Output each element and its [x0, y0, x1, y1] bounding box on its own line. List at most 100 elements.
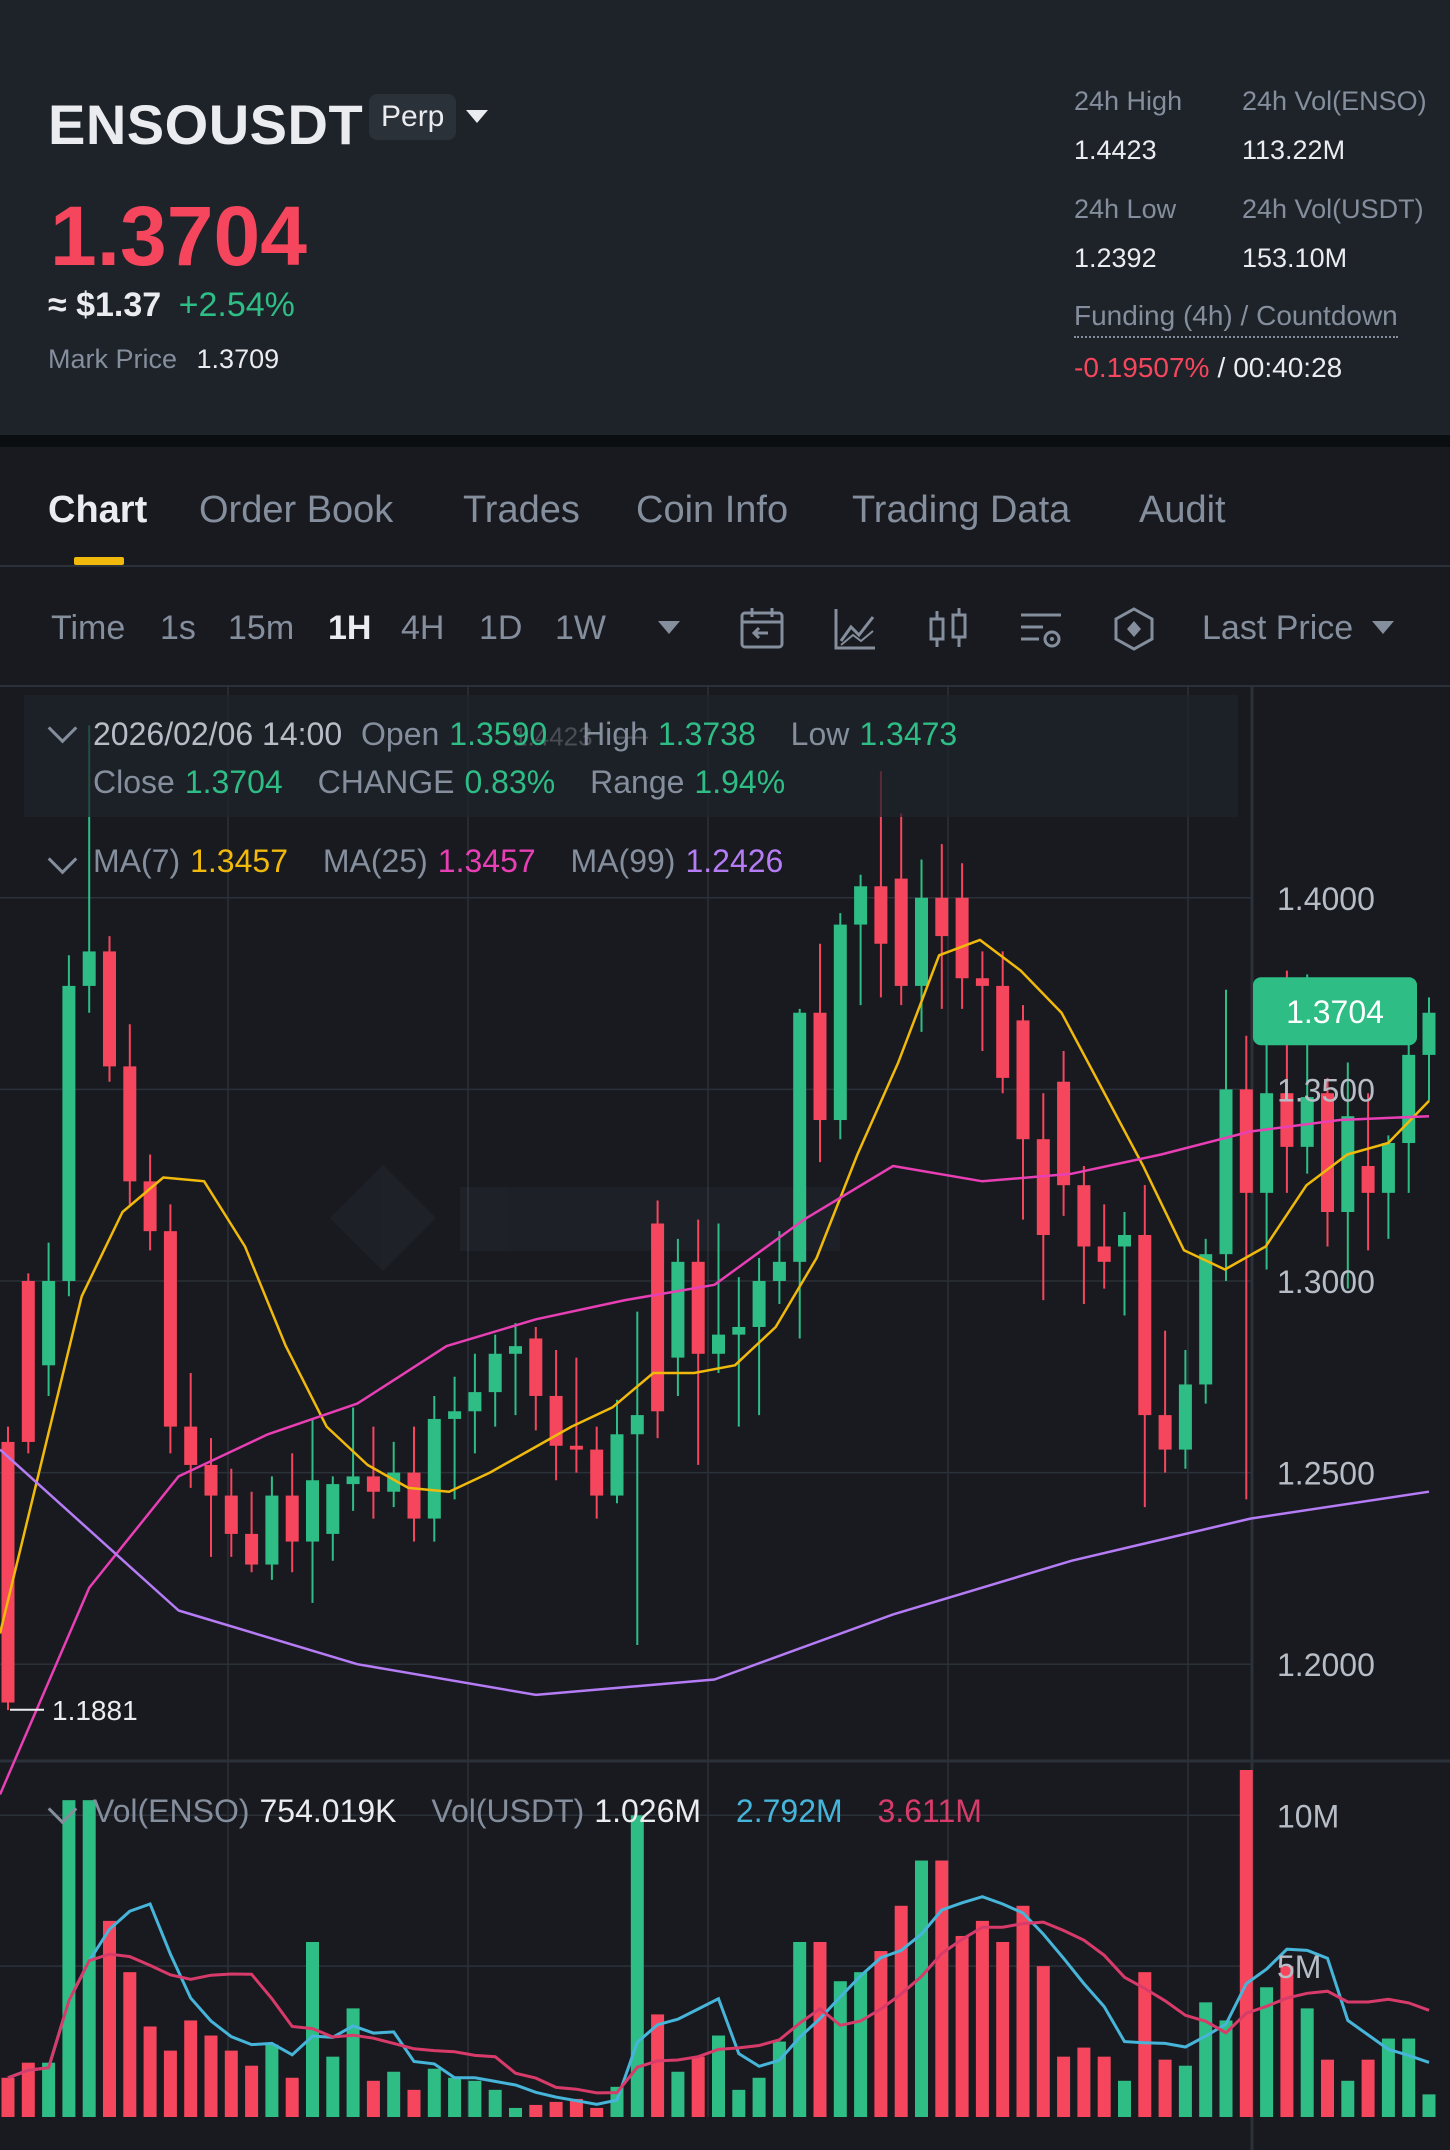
low-marker-label: 1.1881	[52, 1695, 138, 1726]
candle-body	[752, 1280, 766, 1327]
timeframe-1s[interactable]: 1s	[160, 609, 196, 647]
timeframe-1d[interactable]: 1D	[479, 609, 523, 647]
symbol-dropdown-caret-icon[interactable]	[466, 110, 488, 123]
tab-trading-data[interactable]: Trading Data	[852, 489, 1071, 531]
price-type-caret-icon[interactable]	[1372, 621, 1394, 634]
funding-countdown: 00:40:28	[1233, 352, 1343, 383]
stat-label: 24h Vol(USDT)	[1242, 194, 1424, 224]
volume-bars-layer	[1, 1770, 1436, 2117]
stat-value: 1.4423	[1074, 135, 1157, 165]
volume-bar	[387, 2071, 401, 2117]
tab-coin-info[interactable]: Coin Info	[636, 489, 789, 531]
ohlc-change: 0.83%	[464, 764, 556, 800]
calendar-icon[interactable]	[738, 605, 786, 653]
volume-ma10-line	[7, 1920, 1430, 2095]
timeframe-15m[interactable]: 15m	[228, 609, 295, 647]
vol-base-value: 754.019K	[259, 1793, 397, 1829]
funding-rate: -0.19507%	[1074, 352, 1210, 383]
indicator-icon[interactable]	[831, 605, 879, 653]
ma99-label: MA(99)	[570, 843, 676, 879]
volume-bar	[996, 1941, 1010, 2117]
tab-trades[interactable]: Trades	[463, 489, 580, 531]
more-timeframes-caret-icon[interactable]	[658, 621, 680, 634]
volume-bar	[1178, 2065, 1192, 2117]
tab-order-book[interactable]: Order Book	[199, 489, 394, 531]
volume-bar	[285, 2077, 299, 2117]
timeframe-4h[interactable]: 4H	[401, 609, 445, 647]
volume-bar	[1300, 2008, 1314, 2117]
candle-body	[1422, 1012, 1436, 1055]
volume-bar	[752, 2077, 766, 2117]
candle-body	[630, 1415, 644, 1435]
volume-bar	[671, 2071, 685, 2117]
volume-tick-label: 10M	[1277, 1798, 1339, 1834]
candle-body	[651, 1223, 665, 1412]
ohlc-low: 1.3473	[859, 716, 958, 752]
candle-body	[1118, 1234, 1131, 1247]
candle-body	[833, 924, 847, 1121]
contract-type-badge: Perp	[369, 94, 457, 140]
candle-body	[955, 897, 969, 979]
candle-body	[854, 886, 868, 925]
stat-24h-low: 24h Low 1.2392	[1074, 194, 1176, 274]
volume-bar	[245, 2065, 259, 2117]
volume-ma5-line	[7, 1895, 1430, 2106]
funding-label[interactable]: Funding (4h) / Countdown	[1074, 300, 1398, 338]
timeframe-time[interactable]: Time	[51, 609, 126, 647]
ohlc-range-label: Range	[590, 764, 685, 800]
volume-bar	[21, 2062, 35, 2117]
candle-body	[975, 978, 989, 986]
ohlc-low-label: Low	[790, 716, 850, 752]
candle-body	[712, 1334, 725, 1354]
main-tabs: Chart Order Book Trades Coin Info Tradin…	[0, 447, 1450, 567]
candle-body	[1036, 1139, 1050, 1235]
timeframe-1w[interactable]: 1W	[555, 609, 606, 647]
volume-bar	[163, 2050, 177, 2117]
candle-body	[62, 985, 76, 1281]
volume-bar	[1361, 2059, 1375, 2117]
last-price: 1.3704	[50, 189, 307, 283]
volume-bar	[1260, 1987, 1274, 2117]
candle-body	[772, 1261, 786, 1281]
candle-body	[245, 1533, 259, 1565]
price-type-select[interactable]: Last Price	[1202, 609, 1354, 647]
vol-ma10-value: 3.611M	[877, 1793, 982, 1829]
depth-icon[interactable]	[1110, 605, 1158, 653]
volume-bar	[732, 2089, 746, 2117]
candle-body	[82, 951, 96, 986]
stat-value: 113.22M	[1242, 135, 1346, 165]
funding-row: -0.19507%/00:40:28	[1074, 352, 1342, 384]
tab-audit[interactable]: Audit	[1139, 489, 1226, 531]
candle-body	[103, 951, 116, 1067]
price-tick-label: 1.3500	[1277, 1072, 1375, 1108]
candle-body	[1300, 1097, 1314, 1147]
stat-value: 153.10M	[1242, 243, 1348, 273]
timeframe-1h[interactable]: 1H	[328, 609, 372, 647]
symbol-title[interactable]: ENSOUSDT	[48, 93, 364, 156]
candle-body	[610, 1434, 624, 1496]
ohlc-close-label: Close	[93, 764, 175, 800]
volume-bar	[1016, 1905, 1030, 2117]
candle-body	[1402, 1054, 1416, 1144]
funding-separator: /	[1217, 352, 1226, 383]
price-tick-label: 1.2500	[1277, 1456, 1375, 1492]
candle-type-icon[interactable]	[924, 605, 972, 653]
candle-body	[204, 1464, 218, 1496]
candle-body	[1138, 1234, 1152, 1416]
candle-body	[123, 1066, 137, 1182]
volume-ma-lines	[7, 1895, 1430, 2106]
volume-bar	[184, 2020, 198, 2117]
volume-bar	[833, 1981, 847, 2117]
candle-body	[1260, 1093, 1274, 1193]
volume-bar	[549, 2101, 563, 2117]
mark-price-row: Mark Price 1.3709	[48, 344, 279, 375]
volume-bar	[1422, 2094, 1436, 2117]
chart-settings-icon[interactable]	[1017, 605, 1065, 653]
volume-bar	[509, 2107, 522, 2117]
volume-bar	[1321, 2059, 1334, 2117]
candle-body	[1219, 1089, 1233, 1255]
candle-body	[671, 1261, 685, 1358]
tab-chart[interactable]: Chart	[48, 489, 148, 531]
candle-body	[894, 878, 908, 986]
